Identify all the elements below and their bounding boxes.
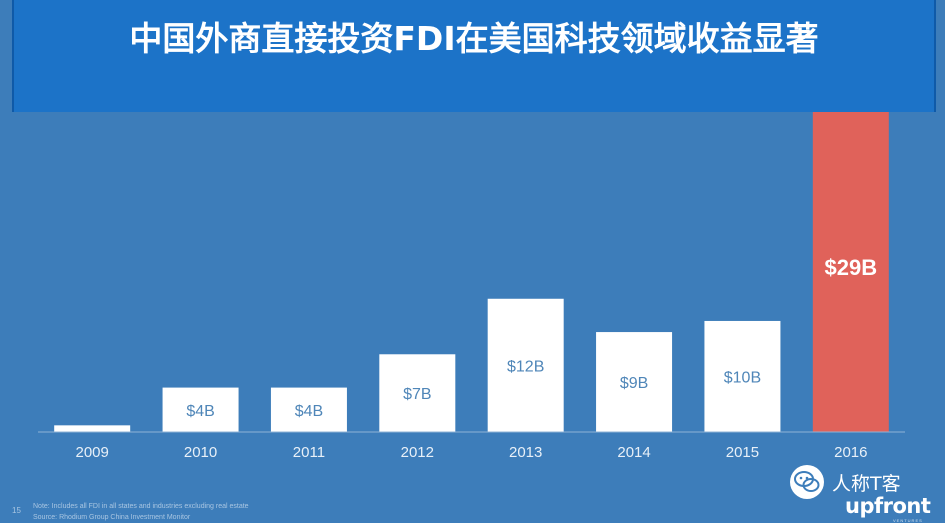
bar-2011 bbox=[270, 387, 347, 432]
slide-title: 中国外商直接投资FDI在美国科技领域收益显著 bbox=[129, 19, 819, 58]
chart-note: Note: Includes all FDI in all states and… bbox=[33, 503, 249, 510]
wechat-watermark: 人称T客 bbox=[790, 462, 901, 502]
x-tick-2015: 2015 bbox=[726, 444, 759, 461]
x-tick-2010: 2010 bbox=[184, 444, 217, 461]
bar-2016 bbox=[812, 110, 889, 432]
x-tick-2011: 2011 bbox=[293, 444, 325, 461]
data-label-2012: $7B bbox=[403, 386, 431, 403]
data-label-2010: $4B bbox=[186, 403, 214, 420]
upfront-logo: upfront bbox=[845, 494, 931, 518]
bar-2015 bbox=[704, 320, 781, 432]
bar-2013 bbox=[487, 298, 564, 432]
chart-source: Source: Rhodium Group China Investment M… bbox=[33, 514, 191, 521]
x-tick-2012: 2012 bbox=[401, 444, 434, 461]
data-label-2014: $9B bbox=[620, 375, 648, 392]
wechat-icon bbox=[790, 465, 824, 499]
data-label-2015: $10B bbox=[724, 369, 761, 386]
data-label-2013: $12B bbox=[507, 358, 544, 375]
x-tick-2016: 2016 bbox=[834, 444, 867, 461]
title-bar: 中国外商直接投资FDI在美国科技领域收益显著 bbox=[12, 0, 936, 112]
data-label-2016: $29B bbox=[825, 255, 878, 280]
watermark-text: 人称T客 bbox=[832, 472, 901, 495]
bar-2012 bbox=[379, 354, 456, 432]
bar-2014 bbox=[596, 332, 673, 432]
upfront-logo-subtext: VENTURES bbox=[893, 518, 923, 523]
data-label-2011: $4B bbox=[295, 403, 323, 420]
bar-2009 bbox=[54, 425, 131, 432]
page-number: 15 bbox=[12, 506, 21, 515]
bar-2010 bbox=[162, 387, 239, 432]
x-tick-2009: 2009 bbox=[76, 444, 109, 461]
x-tick-2013: 2013 bbox=[509, 444, 542, 461]
x-tick-2014: 2014 bbox=[617, 444, 650, 461]
